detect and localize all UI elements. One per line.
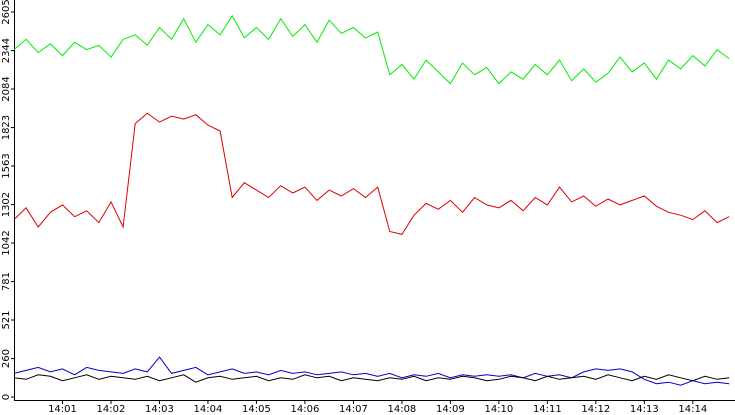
y-tick-label: 1302 [1, 192, 12, 217]
x-tick-label: 14:04 [194, 404, 223, 415]
x-tick-label: 14:11 [533, 404, 562, 415]
x-tick-label: 14:01 [48, 404, 77, 415]
y-tick-label: 0 [1, 394, 12, 400]
y-tick-label: 260 [1, 349, 12, 368]
x-tick-label: 14:10 [484, 404, 513, 415]
series-line [13, 112, 730, 235]
series-line [13, 356, 730, 386]
series-line [13, 14, 730, 85]
y-tick-label: 2084 [1, 76, 12, 101]
x-tick-label: 14:13 [630, 404, 659, 415]
x-tick-label: 14:02 [97, 404, 126, 415]
x-tick-label: 14:03 [145, 404, 174, 415]
y-tick-label: 2605 [1, 0, 12, 25]
x-tick-label: 14:06 [291, 404, 320, 415]
series-line [13, 374, 730, 383]
y-tick-label: 2344 [1, 38, 12, 63]
x-tick-label: 14:08 [387, 404, 416, 415]
y-tick-label: 1563 [1, 153, 12, 178]
x-tick-label: 14:05 [242, 404, 271, 415]
y-tick-label: 521 [1, 310, 12, 329]
x-tick-label: 14:12 [581, 404, 610, 415]
y-tick-label: 1042 [1, 230, 12, 255]
y-tick-label: 781 [1, 272, 12, 291]
y-tick-label: 1823 [1, 115, 12, 140]
x-tick-label: 14:07 [339, 404, 368, 415]
x-tick-label: 14:14 [678, 404, 707, 415]
x-tick-label: 14:09 [436, 404, 465, 415]
